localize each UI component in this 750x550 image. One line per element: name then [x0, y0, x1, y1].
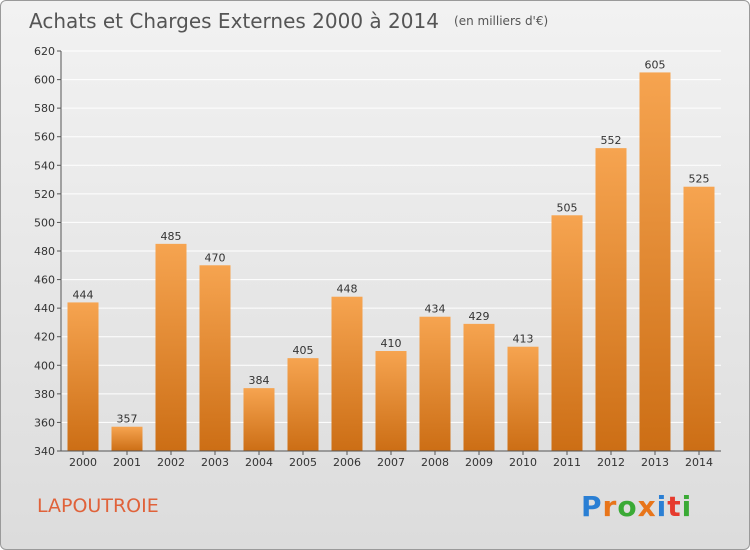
bar-value-label: 525 [689, 173, 710, 186]
x-tick-label: 2004 [245, 456, 273, 469]
x-tick-label: 2006 [333, 456, 361, 469]
bar-value-label: 505 [557, 201, 578, 214]
y-tick-label: 460 [34, 274, 55, 287]
bar [199, 265, 231, 451]
proxiti-logo: Proxiti [581, 490, 692, 523]
logo-letter: i [681, 490, 693, 523]
bar-value-label: 470 [205, 251, 226, 264]
logo-letter: t [667, 490, 682, 523]
bar [287, 358, 319, 451]
y-tick-label: 500 [34, 216, 55, 229]
bar-value-label: 448 [337, 283, 358, 296]
chart-title-main: Achats et Charges Externes 2000 à 2014 [29, 9, 439, 33]
logo-letter: o [617, 490, 638, 523]
x-tick-label: 2012 [597, 456, 625, 469]
x-tick-label: 2003 [201, 456, 229, 469]
y-tick-label: 420 [34, 331, 55, 344]
bar [155, 243, 187, 451]
logo-letter: i [656, 490, 668, 523]
x-tick-label: 2002 [157, 456, 185, 469]
bar [331, 296, 363, 451]
y-tick-label: 560 [34, 131, 55, 144]
logo-letter: P [581, 490, 603, 523]
x-tick-label: 2009 [465, 456, 493, 469]
chart-title: Achats et Charges Externes 2000 à 2014 (… [29, 9, 548, 33]
commune-name: LAPOUTROIE [37, 495, 159, 517]
y-tick-label: 600 [34, 74, 55, 87]
y-tick-label: 580 [34, 102, 55, 115]
y-tick-label: 480 [34, 245, 55, 258]
y-tick-label: 520 [34, 188, 55, 201]
bar-value-label: 485 [161, 230, 182, 243]
bar [375, 351, 407, 451]
bars [67, 72, 715, 451]
x-tick-label: 2005 [289, 456, 317, 469]
logo-letter: x [637, 490, 657, 523]
x-tick-label: 2000 [69, 456, 97, 469]
bar [419, 316, 451, 451]
bar-value-label: 552 [601, 134, 622, 147]
bar [507, 346, 539, 451]
axes [57, 50, 721, 455]
labels: 340 360 380 400 420 440 460 480 500 520 540 560 580 6… [34, 45, 713, 469]
y-tick-label: 400 [34, 359, 55, 372]
bar-value-label: 410 [381, 337, 402, 350]
y-tick-label: 440 [34, 302, 55, 315]
bar-value-label: 434 [425, 303, 446, 316]
logo-letter: r [602, 490, 618, 523]
bar [67, 302, 99, 451]
x-tick-label: 2001 [113, 456, 141, 469]
bar [111, 426, 143, 451]
x-tick-label: 2008 [421, 456, 449, 469]
bar-value-label: 413 [513, 333, 534, 346]
bar [243, 388, 275, 451]
bar-value-label: 605 [645, 58, 666, 71]
x-tick-label: 2011 [553, 456, 581, 469]
y-tick-label: 340 [34, 445, 55, 458]
bar-value-label: 357 [117, 413, 138, 426]
bar [639, 72, 671, 451]
x-tick-label: 2007 [377, 456, 405, 469]
y-tick-label: 360 [34, 416, 55, 429]
x-tick-label: 2013 [641, 456, 669, 469]
y-tick-label: 540 [34, 159, 55, 172]
bar-value-label: 444 [73, 288, 94, 301]
bar [683, 186, 715, 451]
x-tick-label: 2010 [509, 456, 537, 469]
bar-value-label: 405 [293, 344, 314, 357]
chart-title-unit: (en milliers d'€) [454, 14, 549, 28]
bar-value-label: 384 [249, 374, 270, 387]
y-tick-label: 620 [34, 45, 55, 58]
x-tick-label: 2014 [685, 456, 713, 469]
bar-value-label: 429 [469, 310, 490, 323]
bar [595, 148, 627, 451]
bar [551, 215, 583, 451]
y-tick-label: 380 [34, 388, 55, 401]
bar [463, 323, 495, 451]
